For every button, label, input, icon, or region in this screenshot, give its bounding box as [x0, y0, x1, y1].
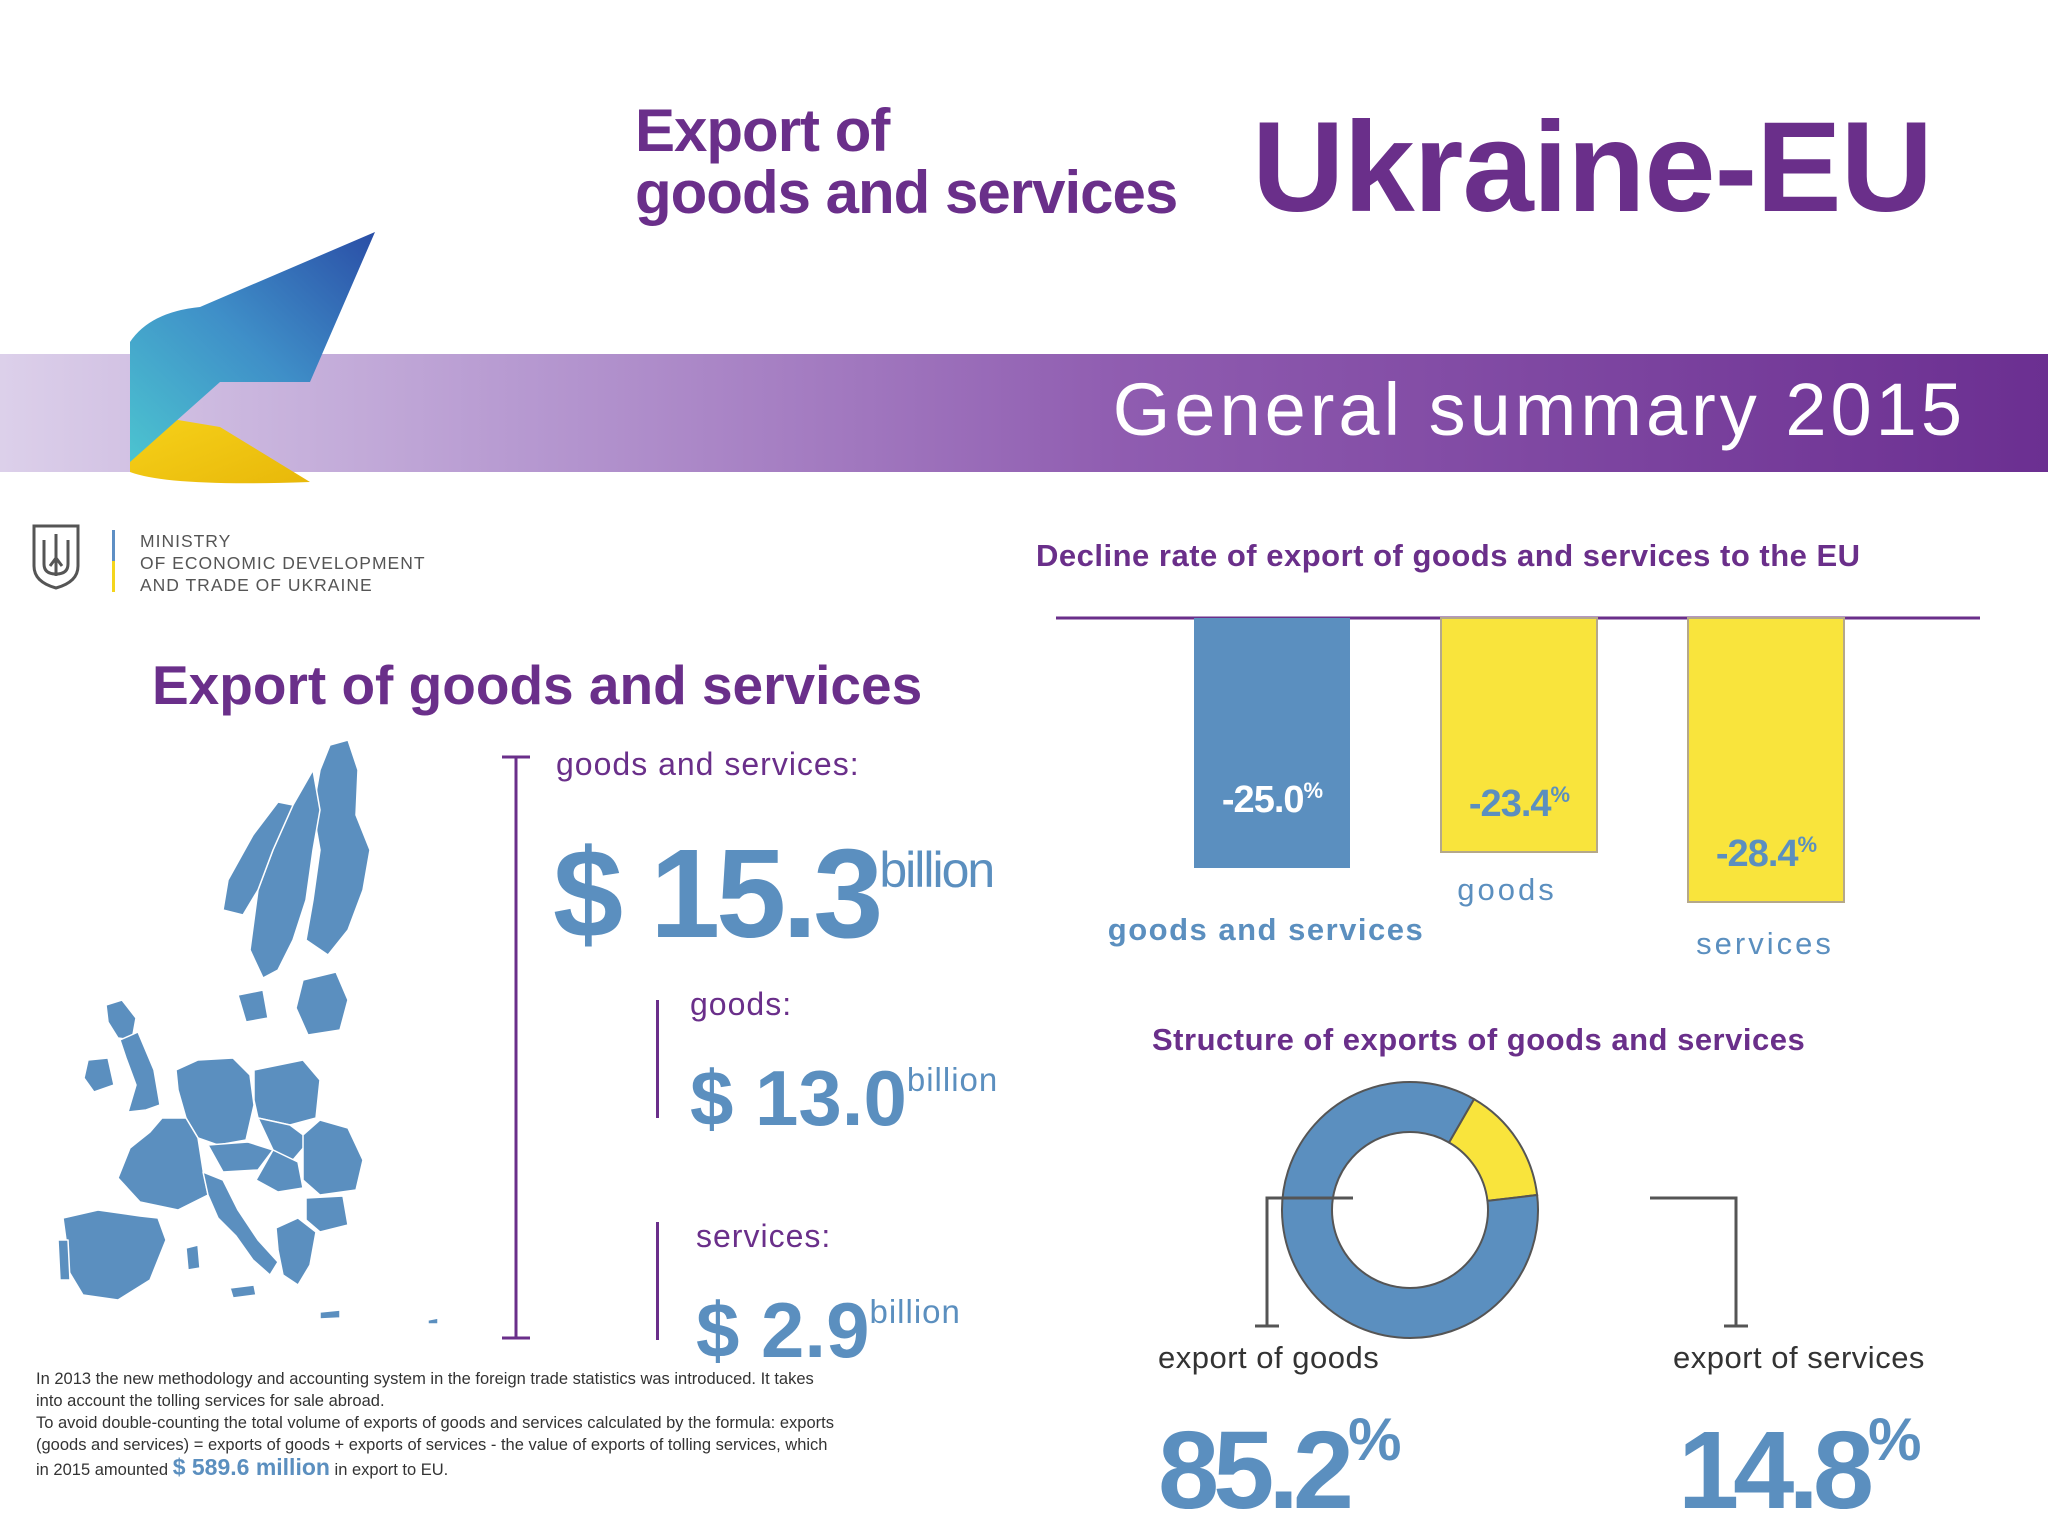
header-title-line1: Export of — [635, 97, 890, 164]
donut-services-percent: % — [1868, 1406, 1922, 1473]
services-unit: billion — [869, 1293, 961, 1330]
ministry-line3: AND TRADE OF UKRAINE — [140, 575, 373, 595]
services-label: services: — [696, 1218, 832, 1254]
summary-banner — [0, 354, 2048, 472]
goods-value: $ 13.0billion — [690, 1032, 998, 1146]
bar-category-label: goods — [1457, 872, 1556, 907]
structure-donut-chart — [1281, 1081, 1539, 1339]
header-main-title: Ukraine-EU — [1252, 96, 1933, 239]
ministry-name: MINISTRY OF ECONOMIC DEVELOPMENT AND TRA… — [140, 530, 426, 596]
donut-services-number: 14.8 — [1678, 1409, 1874, 1532]
footnote-line5: in 2015 amounted $ 589.6 million in expo… — [36, 1456, 976, 1481]
ribbon-logo-icon — [130, 232, 375, 484]
bar-category-label: goods and services — [1108, 912, 1424, 947]
total-value: $ 15.3billion — [553, 800, 995, 964]
total-unit: billion — [879, 842, 995, 898]
services-divider — [656, 1222, 659, 1340]
donut-services-label: export of services — [1673, 1340, 1925, 1375]
donut-slice-export-of-goods — [1281, 1081, 1539, 1339]
donut-services-value: 14.8% — [1678, 1380, 1921, 1531]
header-title-line2: goods and services — [635, 159, 1178, 226]
footnote-tolling-amount: $ 589.6 million — [172, 1454, 330, 1480]
eu-map-icon — [58, 740, 439, 1325]
decline-bar-chart: -25.0%goods and services-23.4%goods-28.4… — [1056, 616, 1980, 961]
decline-chart-title: Decline rate of export of goods and serv… — [1036, 538, 1861, 573]
ministry-line1: MINISTRY — [140, 531, 232, 551]
bar-services — [1687, 617, 1845, 903]
bar-category-label: services — [1696, 926, 1834, 961]
services-amount: $ 2.9 — [696, 1286, 870, 1374]
goods-label: goods: — [690, 986, 793, 1022]
bar-goods — [1440, 617, 1598, 853]
services-leader-line — [1650, 1196, 1748, 1328]
donut-goods-percent: % — [1348, 1406, 1402, 1473]
goods-unit: billion — [906, 1061, 999, 1098]
footnote-line3: To avoid double-counting the total volum… — [36, 1414, 834, 1432]
footnote-line5-pre: in 2015 amounted — [36, 1461, 169, 1479]
donut-goods-number: 85.2 — [1158, 1409, 1354, 1532]
header-title-block: Export of goods and services — [635, 97, 1178, 226]
goods-leader-line — [1255, 1196, 1353, 1328]
total-amount: $ 15.3 — [553, 823, 883, 964]
footnote-line4: (goods and services) = exports of goods … — [36, 1436, 828, 1454]
bar-value-label: -28.4% — [1716, 832, 1817, 875]
donut-goods-value: 85.2% — [1158, 1380, 1401, 1531]
total-bracket — [502, 755, 530, 1340]
bar-goods-and-services — [1194, 618, 1350, 868]
trident-emblem-icon — [32, 524, 80, 590]
export-heading: Export of goods and services — [152, 654, 923, 716]
methodology-footnote: In 2013 the new methodology and accounti… — [36, 1368, 976, 1481]
ministry-divider — [112, 530, 115, 592]
footnote-line1: In 2013 the new methodology and accounti… — [36, 1370, 814, 1388]
ministry-line2: OF ECONOMIC DEVELOPMENT — [140, 553, 426, 573]
services-value: $ 2.9billion — [696, 1264, 961, 1378]
footnote-line2: into account the tolling services for sa… — [36, 1392, 385, 1410]
structure-chart-title: Structure of exports of goods and servic… — [1152, 1022, 1806, 1057]
footnote-line5-post: in export to EU. — [334, 1461, 449, 1479]
goods-amount: $ 13.0 — [690, 1054, 907, 1142]
banner-title: General summary 2015 — [1112, 368, 1966, 451]
total-label: goods and services: — [556, 746, 860, 782]
goods-divider — [656, 1000, 659, 1118]
donut-goods-label: export of goods — [1158, 1340, 1380, 1375]
